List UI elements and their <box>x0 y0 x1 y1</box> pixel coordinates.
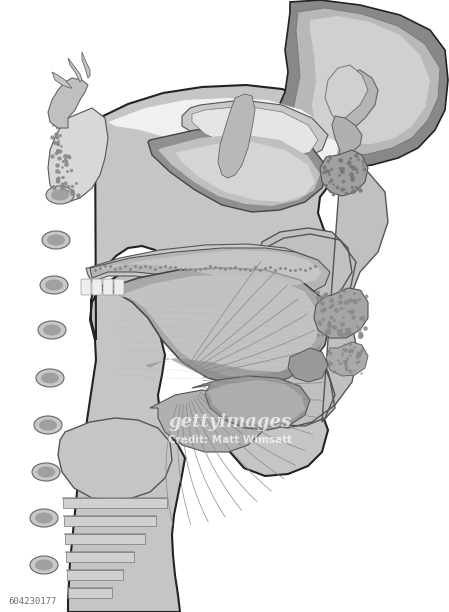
Polygon shape <box>148 126 328 212</box>
Polygon shape <box>68 588 112 598</box>
Ellipse shape <box>41 373 59 384</box>
Ellipse shape <box>47 234 65 245</box>
Polygon shape <box>108 98 338 178</box>
FancyBboxPatch shape <box>114 279 124 295</box>
Ellipse shape <box>38 321 66 339</box>
Ellipse shape <box>35 512 53 523</box>
Polygon shape <box>192 376 310 430</box>
Ellipse shape <box>35 559 53 570</box>
Polygon shape <box>314 288 368 338</box>
Polygon shape <box>332 116 362 158</box>
Polygon shape <box>205 380 305 425</box>
Polygon shape <box>288 348 328 382</box>
Polygon shape <box>67 570 123 580</box>
Polygon shape <box>64 516 156 526</box>
Polygon shape <box>275 0 448 168</box>
Polygon shape <box>192 106 318 158</box>
Polygon shape <box>182 100 328 162</box>
Polygon shape <box>158 134 320 206</box>
Polygon shape <box>326 342 368 376</box>
Polygon shape <box>90 248 330 296</box>
Polygon shape <box>63 498 167 508</box>
Polygon shape <box>118 275 320 378</box>
Text: Credit: Matt Wimsatt: Credit: Matt Wimsatt <box>168 435 292 445</box>
FancyBboxPatch shape <box>92 279 102 295</box>
Polygon shape <box>310 16 430 144</box>
Polygon shape <box>82 52 90 78</box>
Polygon shape <box>66 552 134 562</box>
Polygon shape <box>102 268 330 385</box>
Ellipse shape <box>51 190 69 201</box>
Polygon shape <box>195 130 316 164</box>
Ellipse shape <box>46 186 74 204</box>
Polygon shape <box>145 342 322 386</box>
Polygon shape <box>52 72 72 88</box>
Polygon shape <box>58 418 172 500</box>
Polygon shape <box>218 94 255 178</box>
Ellipse shape <box>36 369 64 387</box>
Ellipse shape <box>34 416 62 434</box>
Text: 604230177: 604230177 <box>8 597 57 606</box>
Ellipse shape <box>43 324 61 335</box>
Ellipse shape <box>39 419 57 430</box>
Ellipse shape <box>40 276 68 294</box>
Ellipse shape <box>30 556 58 574</box>
Ellipse shape <box>30 509 58 527</box>
Polygon shape <box>335 70 378 130</box>
Polygon shape <box>48 78 88 128</box>
Text: gettyimages: gettyimages <box>168 413 291 431</box>
Polygon shape <box>175 142 315 202</box>
Ellipse shape <box>37 466 55 477</box>
Polygon shape <box>68 58 82 82</box>
Polygon shape <box>245 172 388 428</box>
Polygon shape <box>48 108 108 202</box>
Ellipse shape <box>32 463 60 481</box>
Polygon shape <box>325 65 368 126</box>
Polygon shape <box>320 150 368 196</box>
Ellipse shape <box>45 280 63 291</box>
Polygon shape <box>65 534 145 544</box>
Ellipse shape <box>42 231 70 249</box>
Polygon shape <box>100 250 322 286</box>
FancyBboxPatch shape <box>81 279 91 295</box>
Polygon shape <box>150 390 265 452</box>
Polygon shape <box>68 85 358 612</box>
Polygon shape <box>86 244 325 294</box>
Polygon shape <box>292 8 440 156</box>
FancyBboxPatch shape <box>103 279 113 295</box>
